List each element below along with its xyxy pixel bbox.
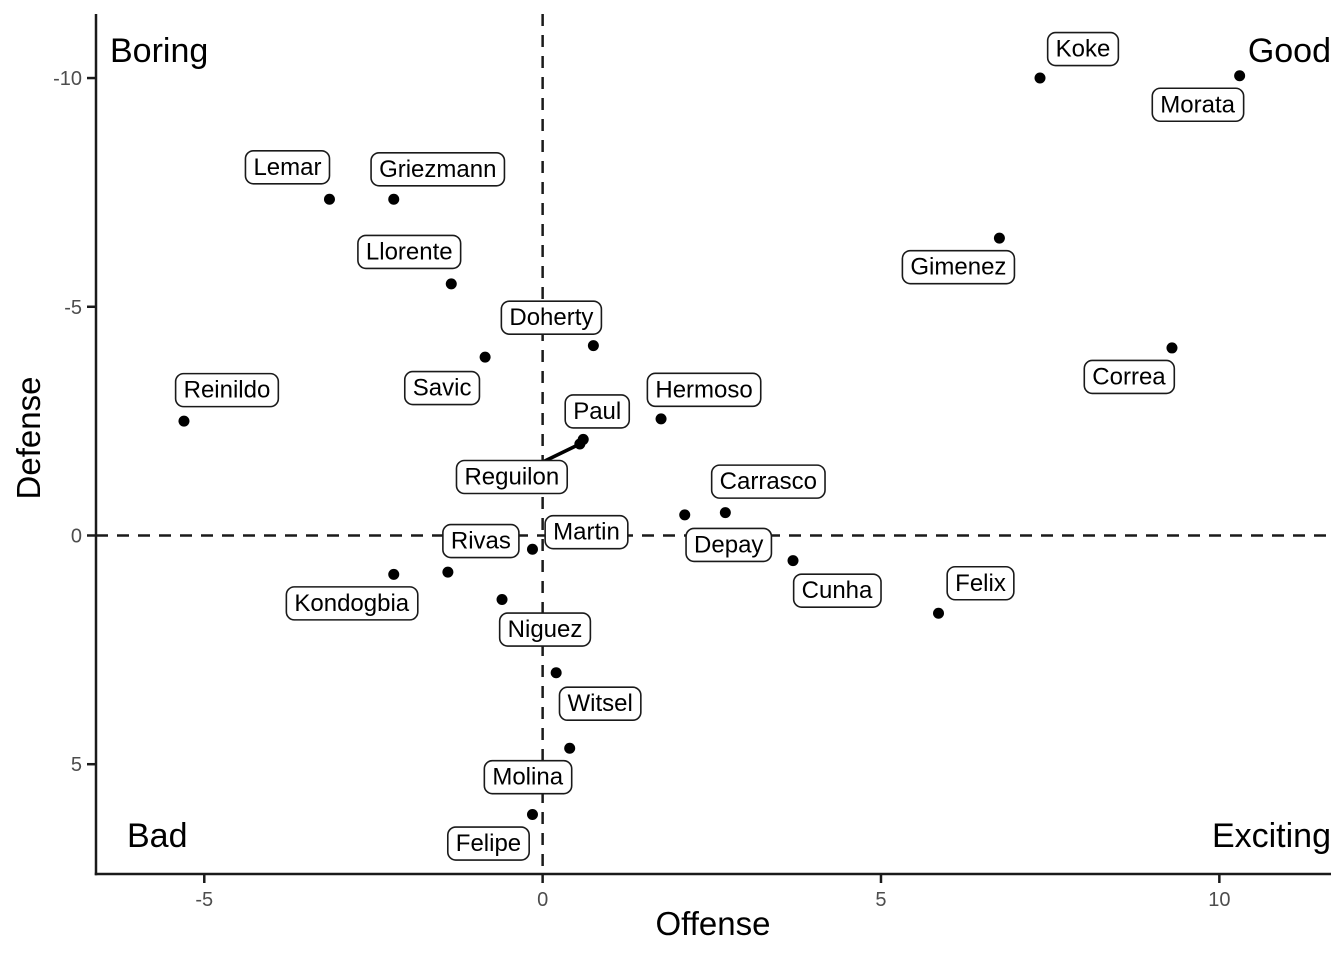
data-point-koke <box>1034 72 1046 84</box>
data-point-carrasco <box>719 507 731 519</box>
player-label-box-hermoso <box>646 372 762 408</box>
data-point-witsel <box>550 667 562 679</box>
data-point-llorente <box>445 278 457 290</box>
player-label-text-niguez: Niguez <box>508 616 583 643</box>
x-axis-tick-label: 10 <box>1208 889 1230 911</box>
player-label-box-correa <box>1083 359 1176 395</box>
data-point-savic <box>479 351 491 363</box>
data-point-griezmann <box>388 193 400 205</box>
player-label-box-molina <box>483 759 573 795</box>
data-point-hermoso <box>655 413 667 425</box>
player-label-box-koke <box>1046 31 1120 67</box>
x-axis-tick-label: 0 <box>537 889 548 911</box>
y-axis-tick-label: -10 <box>53 68 82 90</box>
player-label-text-gimenez: Gimenez <box>910 254 1006 281</box>
player-label-box-felix <box>946 565 1015 601</box>
data-point-felix <box>933 607 945 619</box>
player-label-text-hermoso: Hermoso <box>655 376 752 403</box>
player-label-text-molina: Molina <box>492 764 563 791</box>
data-point-niguez <box>496 594 508 606</box>
data-point-molina <box>564 742 576 754</box>
player-label-text-koke: Koke <box>1056 36 1111 63</box>
data-point-correa <box>1166 342 1178 354</box>
player-label-box-savic <box>403 370 481 406</box>
player-label-text-paul: Paul <box>573 398 621 425</box>
player-label-box-rivas <box>442 523 520 559</box>
player-label-text-lemar: Lemar <box>253 154 321 181</box>
player-label-box-lemar <box>244 149 331 185</box>
player-label-box-niguez <box>498 612 592 647</box>
player-label-text-rivas: Rivas <box>451 528 511 555</box>
data-point-lemar <box>323 193 335 205</box>
quadrant-label-top-left: Boring <box>110 32 209 70</box>
data-point-reguilon <box>574 438 586 450</box>
quadrant-label-top-right: Good <box>1247 32 1331 70</box>
y-axis-title: Defense <box>10 376 47 500</box>
player-label-text-reinildo: Reinildo <box>184 377 271 404</box>
player-label-box-depay <box>685 527 773 563</box>
x-axis-tick-label: 5 <box>875 889 886 911</box>
player-label-box-felipe <box>446 826 530 861</box>
player-label-text-depay: Depay <box>694 531 763 558</box>
player-label-box-carrasco <box>710 464 826 499</box>
player-label-box-paul <box>564 394 631 429</box>
player-label-text-correa: Correa <box>1092 363 1166 390</box>
y-axis-tick-label: -5 <box>64 297 82 319</box>
x-axis-title: Offense <box>655 905 771 942</box>
player-label-text-llorente: Llorente <box>366 238 453 265</box>
data-point-martin <box>526 543 538 555</box>
player-label-text-carrasco: Carrasco <box>720 468 817 495</box>
quadrant-label-bottom-right: Exciting <box>1211 817 1331 855</box>
player-label-text-martin: Martin <box>553 519 620 546</box>
x-axis-tick-label: -5 <box>195 889 213 911</box>
player-label-text-savic: Savic <box>413 375 472 402</box>
data-point-gimenez <box>993 232 1005 244</box>
player-label-text-cunha: Cunha <box>802 577 873 604</box>
y-axis-tick-label: 0 <box>71 525 82 547</box>
player-label-box-witsel <box>558 686 642 722</box>
player-label-box-martin <box>544 514 629 550</box>
y-axis-tick-label: 5 <box>71 754 82 776</box>
player-label-text-griezmann: Griezmann <box>379 156 496 183</box>
data-point-cunha <box>787 555 799 567</box>
data-point-depay <box>679 509 691 521</box>
data-point-kondogbia <box>388 568 400 580</box>
player-label-box-reguilon <box>455 459 569 495</box>
data-point-morata <box>1234 70 1246 82</box>
data-point-doherty <box>587 340 599 352</box>
player-label-box-griezmann <box>370 151 506 187</box>
player-label-box-gimenez <box>901 249 1016 285</box>
player-label-box-kondogbia <box>285 586 419 621</box>
player-label-box-doherty <box>500 300 603 335</box>
data-point-rivas <box>442 566 454 578</box>
player-label-box-cunha <box>792 573 882 608</box>
quadrant-label-bottom-left: Bad <box>127 817 188 855</box>
player-label-box-morata <box>1151 87 1245 123</box>
player-label-text-felipe: Felipe <box>456 830 521 857</box>
player-label-box-llorente <box>357 234 462 270</box>
player-label-text-doherty: Doherty <box>509 304 593 331</box>
player-label-text-witsel: Witsel <box>567 690 632 717</box>
player-label-text-reguilon: Reguilon <box>464 464 559 491</box>
player-label-text-kondogbia: Kondogbia <box>294 590 409 617</box>
player-label-box-reinildo <box>174 372 280 408</box>
player-label-text-felix: Felix <box>955 570 1006 597</box>
data-point-reinildo <box>178 415 190 427</box>
data-point-felipe <box>526 809 538 821</box>
player-label-text-morata: Morata <box>1160 91 1235 118</box>
